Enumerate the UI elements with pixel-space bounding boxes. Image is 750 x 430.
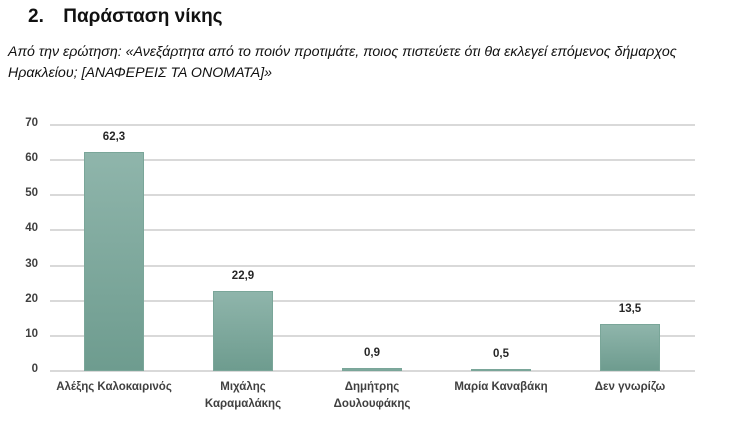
y-tick-label: 20 [25, 292, 38, 305]
category-label-line: Δουλουφάκης [333, 398, 411, 410]
category-label-line: Δεν γνωρίζω [594, 381, 666, 393]
category-label-line: Δημήτρης [344, 381, 400, 393]
question-line-2: Ηρακλείου; [ΑΝΑΦΕΡΕΙΣ ΤΑ ΟΝΟΜΑΤΑ]» [8, 65, 273, 81]
y-tick-label: 40 [25, 222, 38, 235]
data-label: 62,3 [102, 131, 126, 144]
y-tick-label: 10 [25, 327, 38, 340]
gridline [50, 264, 695, 267]
gridline [50, 334, 695, 337]
x-category-label: Αλέξης Καλοκαιρινός [49, 379, 179, 396]
gridline [50, 229, 695, 232]
y-tick-label: 30 [25, 257, 38, 270]
x-category-label: Μιχάλης Καραμαλάκης [178, 379, 308, 413]
data-label: 13,5 [618, 302, 642, 315]
section-title: Παράσταση νίκης [63, 6, 223, 27]
gridline [50, 124, 695, 126]
chart-subtitle: Από την ερώτηση: «Ανεξάρτητα από το ποιό… [8, 42, 748, 84]
gridline [50, 159, 695, 162]
bar-chart: 0 10 20 30 40 50 60 70 62,3 Αλέξης Καλοκαιρινός 22… [0, 100, 750, 430]
data-label: 0,5 [493, 348, 509, 360]
y-tick-label: 70 [25, 117, 38, 129]
category-label-line: Μιχάλης [220, 381, 266, 393]
x-category-label: Δεν γνωρίζω [565, 379, 695, 396]
x-category-label: Δημήτρης Δουλουφάκης [307, 379, 437, 413]
bar-4 [471, 369, 531, 371]
y-tick-label: 50 [25, 187, 38, 200]
bar-3 [342, 367, 402, 371]
question-line-1: Από την ερώτηση: «Ανεξάρτητα από το ποιό… [8, 44, 677, 60]
section-number: 2. [28, 6, 44, 27]
data-label: 0,9 [364, 346, 380, 359]
category-label-line: Μαρία Καναβάκη [454, 381, 548, 393]
x-axis-line [50, 370, 695, 372]
data-label: 22,9 [231, 269, 255, 282]
gridline [50, 299, 695, 302]
bar-2 [213, 290, 273, 371]
bar-5 [600, 323, 660, 371]
gridline [50, 194, 695, 197]
y-tick-label: 60 [25, 152, 38, 165]
bar-1 [84, 152, 144, 371]
x-category-label: Μαρία Καναβάκη [436, 379, 566, 396]
category-label-line: Καραμαλάκης [204, 398, 282, 410]
category-label-line: Αλέξης Καλοκαιρινός [56, 381, 172, 393]
y-tick-label: 0 [31, 363, 38, 375]
chart-title: 2. Παράσταση νίκης [28, 6, 223, 28]
